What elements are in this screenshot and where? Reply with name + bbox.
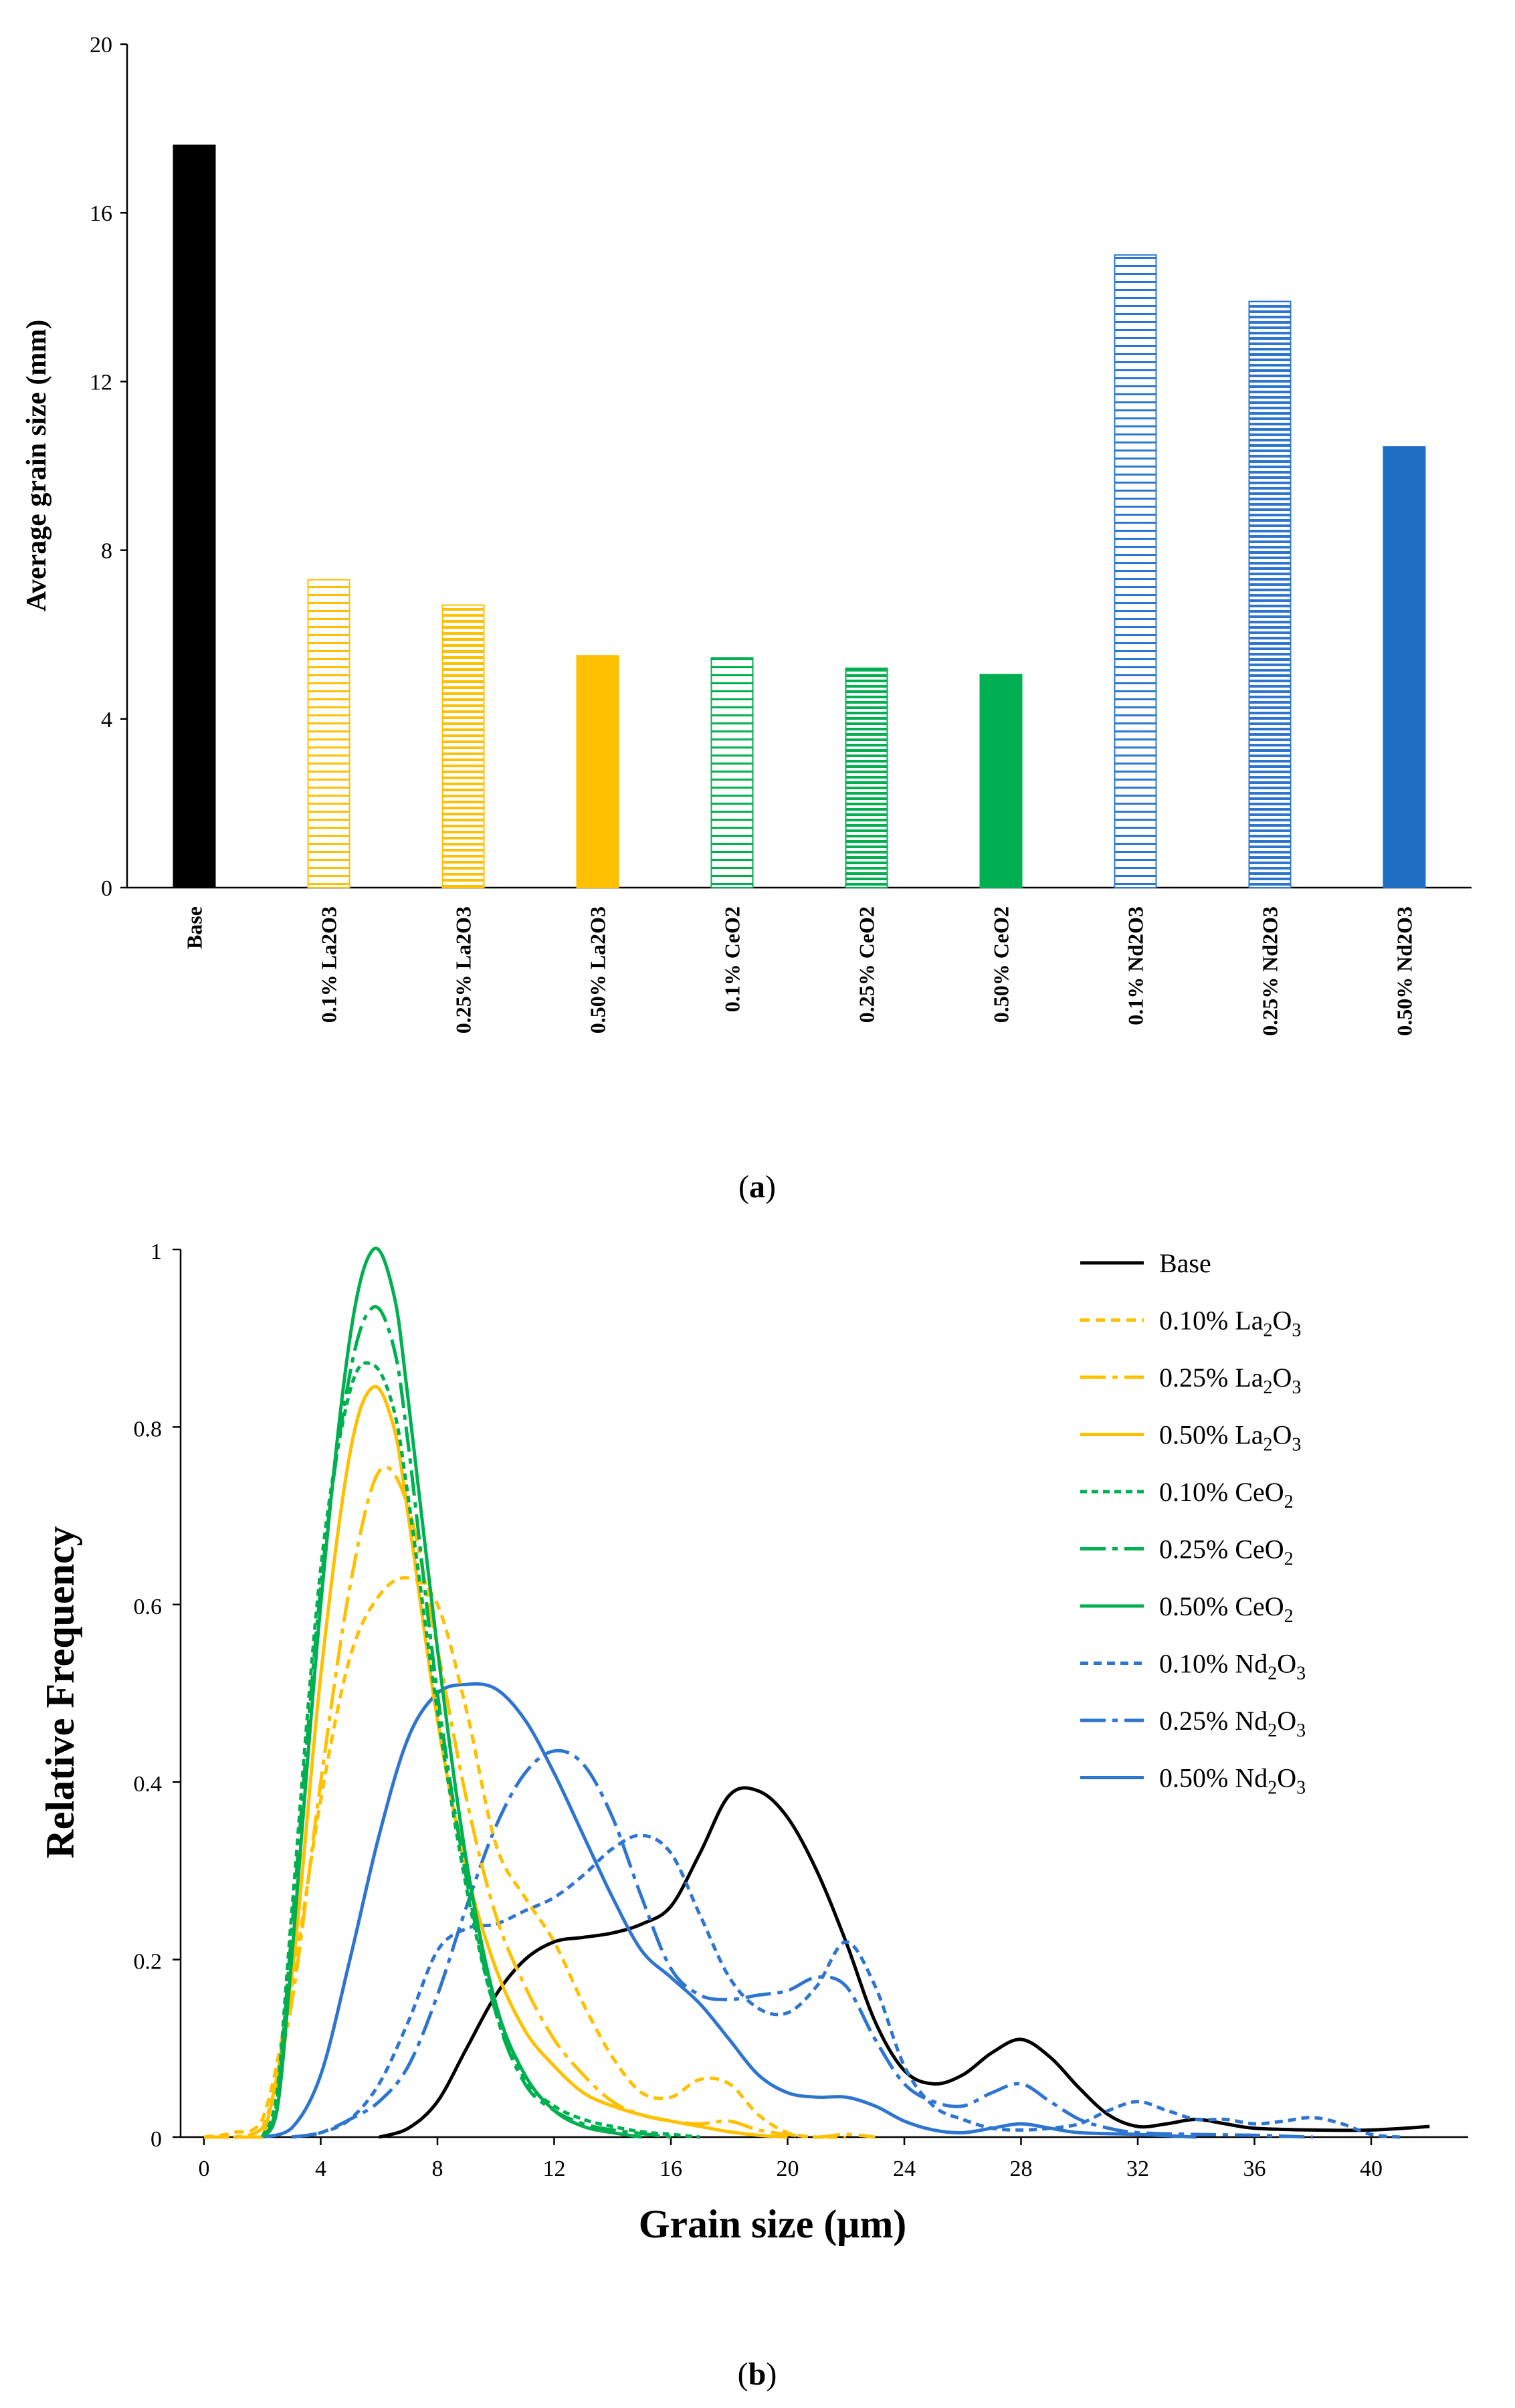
series-line-0-25-la2o3: [204, 1466, 876, 2139]
series-line-0-50-ceo2: [261, 1246, 642, 2139]
panel-label-b-letter: b: [748, 2356, 767, 2392]
line-x-tick-label: 8: [432, 2156, 443, 2181]
legend-label: 0.25% La2O3: [1159, 1363, 1301, 1398]
bar-category-label: 0.50% CeO2: [989, 906, 1013, 1023]
line-x-tick-label: 28: [1010, 2156, 1033, 2181]
line-x-tick-label: 0: [199, 2156, 210, 2181]
bar-category-label: 0.25% La2O3: [451, 906, 476, 1033]
legend-label: Base: [1159, 1248, 1211, 1278]
line-chart-panel: 0 4 8 12 16 20 24 28 32 36 40 0 0.2 0.4 0.6 0.8 1 Base 0…: [38, 1239, 1468, 2392]
bar-0-50-nd2o3: [1383, 446, 1426, 888]
series-line-0-10-la2o3: [203, 1576, 846, 2139]
series-line-0-10-nd2o3: [291, 1833, 1401, 2139]
line-x-tick-label: 32: [1126, 2156, 1149, 2181]
bar-category-label: 0.25% Nd2O3: [1258, 906, 1282, 1036]
line-y-tick-label: 0.2: [134, 1950, 163, 1975]
bar-0-25-ceo2: [845, 668, 888, 888]
bar-y-tick-label: 4: [101, 708, 112, 732]
line-y-tick-label: 0.4: [134, 1772, 163, 1797]
bar-0-1-nd2o3: [1114, 254, 1157, 888]
bar-category-label: Base: [183, 906, 207, 949]
panel-label-a: (a): [738, 1169, 776, 1205]
bar-0-1-ceo2: [710, 657, 754, 888]
series-line-0-25-ceo2: [260, 1305, 672, 2139]
legend-label: 0.50% CeO2: [1159, 1591, 1294, 1627]
bar-y-tick-label: 12: [90, 370, 112, 395]
bar-y-axis-title: Average grain size (mm): [21, 320, 52, 612]
legend-label: 0.50% Nd2O3: [1159, 1763, 1306, 1799]
line-y-tick-label: 0: [150, 2127, 162, 2152]
bar-0-50-ceo2: [979, 674, 1023, 888]
bar-y-tick-label: 8: [101, 539, 112, 564]
panel-label-a-letter: a: [749, 1169, 765, 1205]
line-y-tick-label: 1: [150, 1239, 162, 1264]
series-line-base: [379, 1786, 1430, 2139]
bar-0-1-la2o3: [307, 579, 350, 888]
bar-category-label: 0.50% Nd2O3: [1393, 906, 1417, 1036]
legend-label: 0.25% CeO2: [1159, 1534, 1294, 1570]
legend-label: 0.50% La2O3: [1159, 1420, 1301, 1456]
bar-y-tick-label: 20: [90, 33, 112, 58]
line-y-axis-title: Relative Frequency: [38, 1526, 82, 1858]
line-y-tick-label: 0.6: [134, 1595, 163, 1619]
line-x-tick-label: 16: [660, 2156, 682, 2181]
line-x-tick-label: 12: [543, 2156, 566, 2181]
bar-base: [173, 144, 216, 889]
series-line-0-25-nd2o3: [291, 1748, 1313, 2139]
bar-category-label: 0.1% CeO2: [720, 906, 744, 1012]
line-x-tick-label: 40: [1360, 2156, 1383, 2181]
bar-0-25-la2o3: [441, 604, 485, 888]
line-x-tick-label: 20: [777, 2156, 799, 2181]
bar-chart-panel: 0 4 8 12 16 20 Base 0.1% La2O3 0.25% La2O3 0.50%…: [21, 33, 1472, 1205]
legend-label: 0.10% Nd2O3: [1159, 1649, 1306, 1684]
legend-label: 0.10% CeO2: [1159, 1477, 1294, 1512]
series-line-0-50-la2o3: [233, 1385, 788, 2139]
line-x-tick-label: 4: [315, 2156, 326, 2181]
bar-category-label: 0.1% Nd2O3: [1124, 906, 1148, 1025]
legend: Base 0.10% La2O3 0.25% La2O3 0.50% La2O3 0.1…: [1080, 1248, 1306, 1799]
bar-0-25-nd2o3: [1248, 300, 1292, 889]
line-x-axis-title: Grain size (μm): [639, 2202, 907, 2246]
legend-label: 0.25% Nd2O3: [1159, 1706, 1306, 1741]
bar-category-label: 0.50% La2O3: [586, 906, 610, 1033]
bar-0-50-la2o3: [576, 655, 619, 888]
line-x-tick-label: 24: [893, 2156, 916, 2181]
line-y-tick-label: 0.8: [134, 1417, 163, 1441]
line-x-tick-label: 36: [1243, 2156, 1266, 2181]
panel-label-b: (b): [738, 2356, 777, 2392]
series-line-0-10-ceo2: [260, 1361, 700, 2139]
bar-y-tick-label: 0: [101, 876, 112, 901]
bar-category-label: 0.1% La2O3: [317, 906, 341, 1023]
legend-label: 0.10% La2O3: [1159, 1306, 1301, 1341]
series-line-0-50-nd2o3: [262, 1682, 1197, 2139]
bar-category-label: 0.25% CeO2: [855, 906, 879, 1023]
bar-y-tick-label: 16: [90, 201, 112, 226]
